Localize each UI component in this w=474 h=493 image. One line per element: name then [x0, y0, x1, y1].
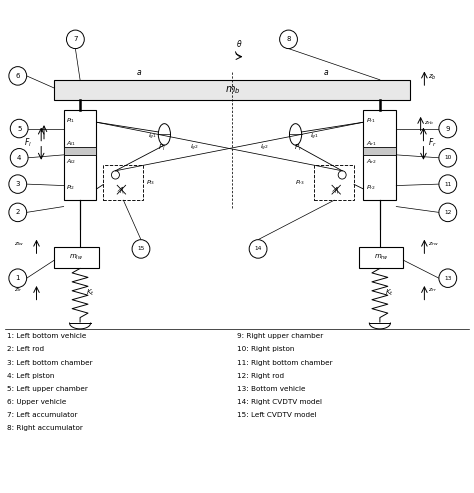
- Text: $A_{r2}$: $A_{r2}$: [366, 157, 376, 166]
- Text: $A_{l2}$: $A_{l2}$: [66, 157, 76, 166]
- Text: $K_t$: $K_t$: [385, 288, 394, 298]
- Text: 11: 11: [444, 181, 451, 187]
- Text: $z_{lb}$: $z_{lb}$: [19, 126, 28, 134]
- Text: 13: 13: [444, 276, 452, 281]
- Text: $z_{rr}$: $z_{rr}$: [428, 286, 437, 294]
- Text: 2: 2: [16, 210, 20, 215]
- Text: $l_{g1}$: $l_{g1}$: [310, 132, 319, 142]
- Text: $l_{g1}$: $l_{g1}$: [148, 132, 157, 142]
- Text: 8: 8: [286, 36, 291, 42]
- Text: 3: 3: [16, 181, 20, 187]
- Text: $a$: $a$: [323, 68, 329, 77]
- Text: $z_{lw}$: $z_{lw}$: [15, 241, 25, 248]
- Text: 2: Left rod: 2: Left rod: [8, 347, 45, 352]
- Text: $P_{r1}$: $P_{r1}$: [366, 116, 376, 125]
- Text: $P_{l3}$: $P_{l3}$: [146, 178, 155, 187]
- Text: $m_{rw}$: $m_{rw}$: [374, 253, 389, 262]
- Text: $m_b$: $m_b$: [225, 84, 240, 96]
- Text: $P_{l2}$: $P_{l2}$: [66, 183, 75, 192]
- Text: $F_l$: $F_l$: [24, 136, 32, 148]
- Circle shape: [9, 67, 27, 85]
- Text: 9: Right upper chamber: 9: Right upper chamber: [237, 333, 323, 339]
- Text: $F_r$: $F_r$: [428, 136, 437, 148]
- Circle shape: [9, 175, 27, 193]
- Text: 14: 14: [255, 246, 262, 251]
- Text: 4: Left piston: 4: Left piston: [8, 373, 55, 379]
- Text: 13: Bottom vehicle: 13: Bottom vehicle: [237, 386, 306, 392]
- Circle shape: [439, 269, 457, 287]
- Text: $\theta$: $\theta$: [236, 37, 243, 49]
- FancyBboxPatch shape: [359, 246, 403, 268]
- Text: 1: 1: [16, 275, 20, 281]
- Text: 11: Right bottom chamber: 11: Right bottom chamber: [237, 359, 333, 366]
- Text: 6: 6: [16, 73, 20, 79]
- Circle shape: [439, 148, 457, 167]
- FancyBboxPatch shape: [314, 165, 354, 200]
- Circle shape: [9, 203, 27, 222]
- FancyBboxPatch shape: [55, 80, 410, 100]
- Text: 3: Left bottom chamber: 3: Left bottom chamber: [8, 359, 93, 366]
- Circle shape: [439, 119, 457, 138]
- Circle shape: [10, 148, 28, 167]
- Text: 9: 9: [446, 126, 450, 132]
- Text: $P_r$: $P_r$: [294, 143, 302, 153]
- Circle shape: [66, 30, 84, 49]
- FancyBboxPatch shape: [103, 165, 143, 200]
- Text: $P_{r2}$: $P_{r2}$: [366, 183, 376, 192]
- Text: 12: 12: [444, 210, 452, 215]
- Text: 15: Left CVDTV model: 15: Left CVDTV model: [237, 412, 317, 418]
- Text: 10: Right piston: 10: Right piston: [237, 347, 294, 352]
- Text: $A_{r1}$: $A_{r1}$: [366, 139, 377, 148]
- Text: 8: Right accumulator: 8: Right accumulator: [8, 425, 83, 431]
- Circle shape: [10, 119, 28, 138]
- Text: 6: Upper vehicle: 6: Upper vehicle: [8, 399, 67, 405]
- Circle shape: [280, 30, 297, 49]
- Text: $P_{r3}$: $P_{r3}$: [295, 178, 305, 187]
- FancyBboxPatch shape: [364, 110, 396, 200]
- Text: 14: Right CVDTV model: 14: Right CVDTV model: [237, 399, 322, 405]
- Text: 10: 10: [444, 155, 452, 160]
- Circle shape: [9, 269, 27, 287]
- Text: $z_b$: $z_b$: [428, 72, 437, 81]
- Text: $l_{g2}$: $l_{g2}$: [190, 142, 199, 153]
- Text: 1: Left bottom vehicle: 1: Left bottom vehicle: [8, 333, 87, 339]
- Circle shape: [439, 175, 457, 193]
- Circle shape: [132, 240, 150, 258]
- Circle shape: [439, 203, 457, 222]
- FancyBboxPatch shape: [364, 147, 396, 155]
- Text: $P_{l1}$: $P_{l1}$: [66, 116, 75, 125]
- FancyBboxPatch shape: [64, 110, 97, 200]
- Text: 4: 4: [17, 155, 21, 161]
- Text: $P_l$: $P_l$: [158, 143, 166, 153]
- Text: 5: 5: [17, 126, 21, 132]
- Text: $a$: $a$: [136, 68, 142, 77]
- Text: $K_t$: $K_t$: [86, 288, 94, 298]
- Text: $z_{lr}$: $z_{lr}$: [15, 286, 23, 294]
- Text: 15: 15: [137, 246, 145, 251]
- Text: $l_{g2}$: $l_{g2}$: [260, 142, 269, 153]
- Text: $z_{rw}$: $z_{rw}$: [428, 241, 439, 248]
- Text: $z_{rb}$: $z_{rb}$: [424, 119, 434, 127]
- Text: 12: Right rod: 12: Right rod: [237, 373, 284, 379]
- FancyBboxPatch shape: [64, 147, 97, 155]
- Text: $A_{l1}$: $A_{l1}$: [66, 139, 76, 148]
- Text: $m_{lw}$: $m_{lw}$: [70, 253, 83, 262]
- Circle shape: [249, 240, 267, 258]
- Text: 5: Left upper chamber: 5: Left upper chamber: [8, 386, 88, 392]
- Text: 7: Left accumulator: 7: Left accumulator: [8, 412, 78, 418]
- Text: 7: 7: [73, 36, 78, 42]
- FancyBboxPatch shape: [55, 246, 99, 268]
